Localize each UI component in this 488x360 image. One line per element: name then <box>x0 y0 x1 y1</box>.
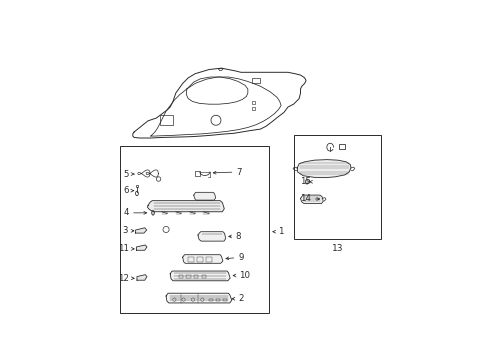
Polygon shape <box>198 232 225 241</box>
Bar <box>223 299 226 301</box>
Bar <box>197 257 203 262</box>
Bar <box>216 299 220 301</box>
Text: 1: 1 <box>278 227 283 236</box>
Polygon shape <box>147 201 224 212</box>
Bar <box>339 144 345 149</box>
Bar <box>205 257 212 262</box>
Polygon shape <box>297 159 350 177</box>
Bar <box>120 146 268 314</box>
Text: 9: 9 <box>238 253 243 262</box>
Text: 6: 6 <box>123 186 128 195</box>
Polygon shape <box>135 228 146 233</box>
Bar <box>178 275 183 278</box>
Polygon shape <box>193 192 215 200</box>
Polygon shape <box>137 275 146 280</box>
Bar <box>293 135 380 239</box>
Polygon shape <box>183 255 223 263</box>
Text: 15: 15 <box>300 177 310 186</box>
Polygon shape <box>136 245 146 250</box>
Bar <box>188 257 194 262</box>
Bar <box>208 299 213 301</box>
Polygon shape <box>300 195 323 203</box>
Text: 8: 8 <box>235 232 241 241</box>
Bar <box>135 185 138 187</box>
Bar <box>195 171 199 176</box>
Text: 5: 5 <box>123 170 129 179</box>
Text: 2: 2 <box>238 294 243 303</box>
Polygon shape <box>170 271 230 281</box>
Bar <box>251 78 259 84</box>
Text: 14: 14 <box>300 194 310 203</box>
Text: 7: 7 <box>236 168 241 177</box>
Polygon shape <box>166 293 231 303</box>
Text: 3: 3 <box>122 226 128 235</box>
Text: 13: 13 <box>331 244 342 253</box>
Bar <box>202 275 206 278</box>
Text: 10: 10 <box>239 271 249 280</box>
Bar <box>160 115 173 125</box>
Bar <box>251 101 255 104</box>
Text: 11: 11 <box>118 244 128 253</box>
Bar <box>186 275 190 278</box>
Bar <box>251 107 255 110</box>
Text: 12: 12 <box>118 274 128 283</box>
Text: 4: 4 <box>123 208 129 217</box>
Bar <box>194 275 198 278</box>
